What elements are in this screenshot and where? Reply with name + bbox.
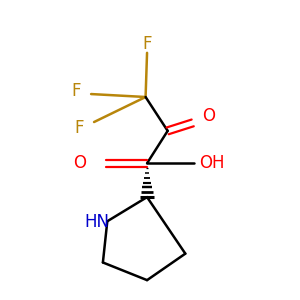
Text: O: O: [74, 154, 86, 172]
Text: O: O: [202, 107, 215, 125]
Text: HN: HN: [84, 213, 109, 231]
Text: OH: OH: [200, 154, 225, 172]
Text: F: F: [75, 119, 84, 137]
Text: F: F: [142, 35, 152, 53]
Text: F: F: [72, 82, 81, 100]
